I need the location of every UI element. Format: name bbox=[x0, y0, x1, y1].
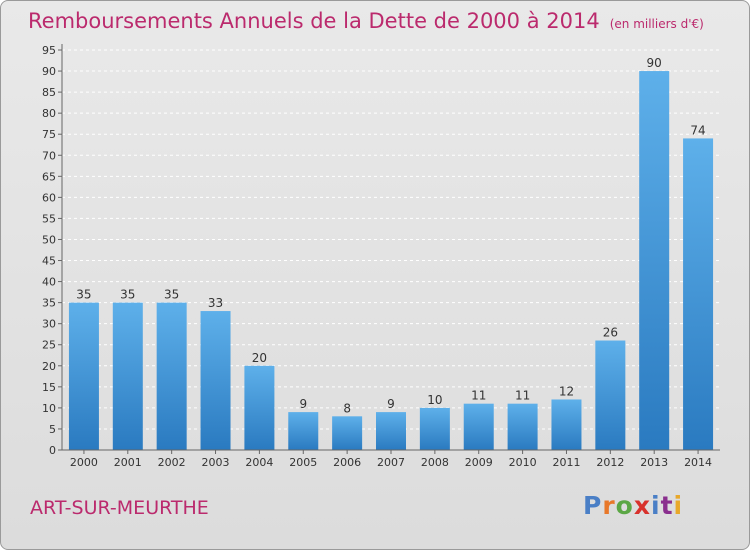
bar-2006 bbox=[332, 416, 363, 450]
chart-title: Remboursements Annuels de la Dette de 20… bbox=[28, 9, 704, 33]
x-tick-label-2000: 2000 bbox=[70, 456, 98, 469]
chart-title-text: Remboursements Annuels de la Dette de 20… bbox=[28, 9, 600, 33]
y-tick-label: 50 bbox=[42, 233, 56, 246]
labels: 35 2000 35 2001 35 2002 33 2003 20 2004 9 2005 8 2006… bbox=[70, 56, 712, 469]
bar-2007 bbox=[376, 412, 406, 450]
bar-2000 bbox=[68, 302, 99, 450]
y-tick-label: 20 bbox=[42, 360, 56, 373]
data-label-2014: 74 bbox=[690, 123, 705, 137]
logo-letter: i bbox=[651, 491, 661, 520]
x-tick-label-2010: 2010 bbox=[509, 456, 537, 469]
data-label-2005: 9 bbox=[299, 397, 307, 411]
y-tick-label: 60 bbox=[42, 191, 56, 204]
bar-2001 bbox=[112, 302, 143, 450]
y-tick-label: 45 bbox=[42, 255, 56, 268]
data-label-2011: 12 bbox=[559, 384, 574, 398]
x-tick-label-2004: 2004 bbox=[245, 456, 273, 469]
logo-letter: i bbox=[673, 491, 684, 520]
data-label-2006: 8 bbox=[343, 401, 351, 415]
x-tick-label-2005: 2005 bbox=[289, 456, 317, 469]
y-tick-label: 70 bbox=[42, 149, 56, 162]
data-label-2000: 35 bbox=[76, 288, 91, 302]
y-tick-label: 35 bbox=[42, 297, 56, 310]
logo-letter: t bbox=[660, 491, 674, 520]
y-tick-label: 95 bbox=[42, 44, 56, 57]
logo-letter: o bbox=[615, 491, 634, 520]
axes: 0 5 10 15 20 25 30 35 40 45 50 55 60 65 70 75 80 85 90 95 bbox=[42, 44, 720, 457]
x-tick-label-2003: 2003 bbox=[202, 456, 230, 469]
data-label-2003: 33 bbox=[208, 296, 223, 310]
proxiti-logo: Proxiti bbox=[583, 491, 683, 520]
x-tick-label-2007: 2007 bbox=[377, 456, 405, 469]
bar-2003 bbox=[200, 311, 231, 450]
data-label-2002: 35 bbox=[164, 288, 179, 302]
y-tick-label: 25 bbox=[42, 339, 56, 352]
data-label-2004: 20 bbox=[252, 351, 267, 365]
logo-letter: P bbox=[583, 491, 603, 520]
y-tick-label: 85 bbox=[42, 86, 56, 99]
data-label-2012: 26 bbox=[603, 326, 618, 340]
y-tick-label: 0 bbox=[49, 444, 56, 457]
x-tick-label-2014: 2014 bbox=[684, 456, 712, 469]
data-label-2009: 11 bbox=[471, 389, 486, 403]
y-tick-label: 80 bbox=[42, 107, 56, 120]
data-label-2007: 9 bbox=[387, 397, 395, 411]
chart-unit: (en milliers d'€) bbox=[609, 17, 704, 31]
y-tick-label: 15 bbox=[42, 381, 56, 394]
y-tick-label: 65 bbox=[42, 170, 56, 183]
data-label-2013: 90 bbox=[647, 56, 662, 70]
y-tick-label: 75 bbox=[42, 128, 56, 141]
y-tick-label: 10 bbox=[42, 402, 56, 415]
bar-2014 bbox=[683, 138, 714, 450]
x-tick-label-2008: 2008 bbox=[421, 456, 449, 469]
data-label-2001: 35 bbox=[120, 288, 135, 302]
y-tick-label: 90 bbox=[42, 65, 56, 78]
y-tick-label: 5 bbox=[49, 423, 56, 436]
y-tick-label: 30 bbox=[42, 318, 56, 331]
y-tick-label: 55 bbox=[42, 212, 56, 225]
x-tick-label-2006: 2006 bbox=[333, 456, 361, 469]
x-tick-label-2012: 2012 bbox=[596, 456, 624, 469]
x-tick-label-2009: 2009 bbox=[465, 456, 493, 469]
x-tick-label-2002: 2002 bbox=[158, 456, 186, 469]
place-name: ART-SUR-MEURTHE bbox=[30, 497, 209, 519]
bar-2002 bbox=[156, 302, 187, 450]
bar-2004 bbox=[244, 365, 275, 450]
bar-2009 bbox=[463, 403, 494, 450]
data-label-2010: 11 bbox=[515, 389, 530, 403]
bar-2005 bbox=[288, 412, 319, 450]
y-tick-label: 40 bbox=[42, 276, 56, 289]
logo-letter: x bbox=[633, 491, 651, 520]
x-tick-label-2001: 2001 bbox=[114, 456, 142, 469]
bar-2011 bbox=[551, 399, 582, 450]
bar-2010 bbox=[507, 403, 538, 450]
x-tick-label-2011: 2011 bbox=[552, 456, 580, 469]
bars bbox=[68, 71, 714, 450]
data-label-2008: 10 bbox=[427, 393, 442, 407]
x-tick-label-2013: 2013 bbox=[640, 456, 668, 469]
bar-2008 bbox=[419, 407, 450, 450]
logo-letter: r bbox=[602, 491, 616, 520]
bar-2012 bbox=[595, 340, 626, 450]
bar-2013 bbox=[639, 71, 670, 450]
